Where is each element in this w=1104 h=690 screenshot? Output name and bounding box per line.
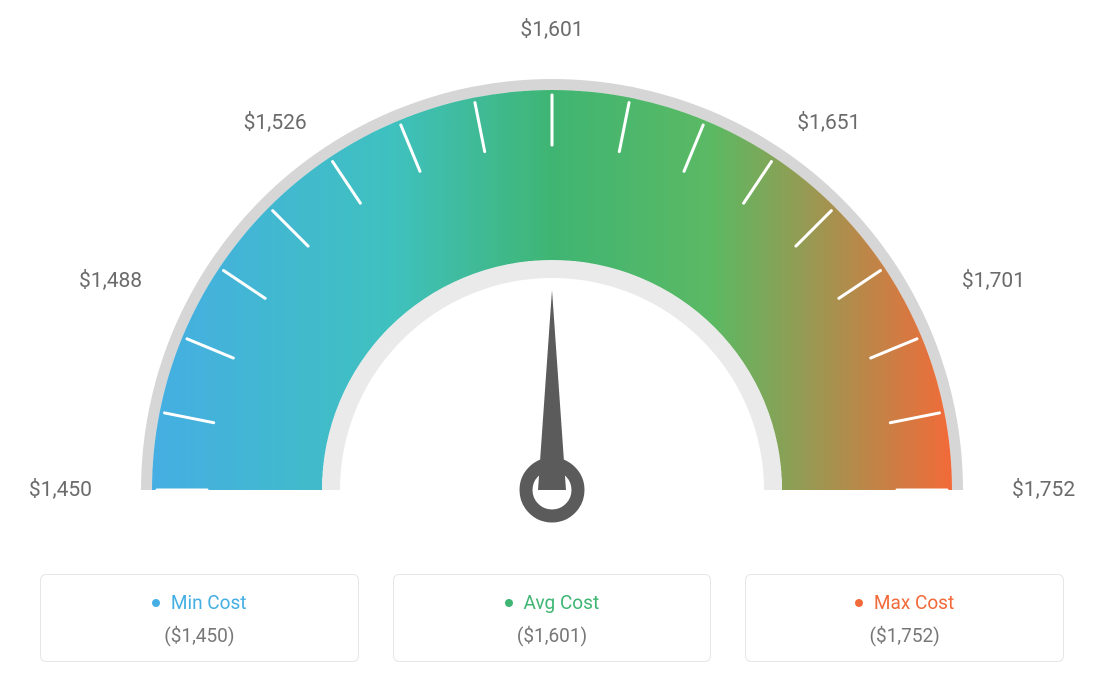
gauge-tick-label: $1,752 bbox=[1012, 478, 1075, 502]
legend-value-max: ($1,752) bbox=[764, 624, 1045, 647]
legend-value-avg: ($1,601) bbox=[412, 624, 693, 647]
legend-row: Min Cost ($1,450) Avg Cost ($1,601) Max … bbox=[40, 574, 1064, 662]
dot-icon bbox=[855, 599, 863, 607]
legend-title-max: Max Cost bbox=[764, 591, 1045, 614]
dot-icon bbox=[505, 599, 513, 607]
legend-title-text: Max Cost bbox=[874, 591, 954, 614]
gauge-tick-label: $1,601 bbox=[520, 18, 583, 42]
legend-title-avg: Avg Cost bbox=[412, 591, 693, 614]
gauge-tick-label: $1,450 bbox=[29, 478, 92, 502]
gauge-tick-label: $1,526 bbox=[244, 111, 307, 135]
dot-icon bbox=[152, 599, 160, 607]
gauge-tick-label: $1,488 bbox=[79, 269, 142, 293]
gauge-tick-label: $1,701 bbox=[962, 269, 1025, 293]
legend-title-min: Min Cost bbox=[59, 591, 340, 614]
legend-card-avg: Avg Cost ($1,601) bbox=[393, 574, 712, 662]
legend-card-max: Max Cost ($1,752) bbox=[745, 574, 1064, 662]
legend-card-min: Min Cost ($1,450) bbox=[40, 574, 359, 662]
legend-value-min: ($1,450) bbox=[59, 624, 340, 647]
legend-title-text: Min Cost bbox=[171, 591, 247, 614]
cost-gauge-widget: $1,450 $1,488 $1,526 $1,601 $1,651 $1,701 $1,7… bbox=[0, 0, 1104, 690]
legend-title-text: Avg Cost bbox=[524, 591, 600, 614]
gauge-svg bbox=[32, 20, 1072, 580]
gauge-area: $1,450 $1,488 $1,526 $1,601 $1,651 $1,701 $1,7… bbox=[0, 0, 1104, 560]
gauge-tick-label: $1,651 bbox=[797, 111, 860, 135]
